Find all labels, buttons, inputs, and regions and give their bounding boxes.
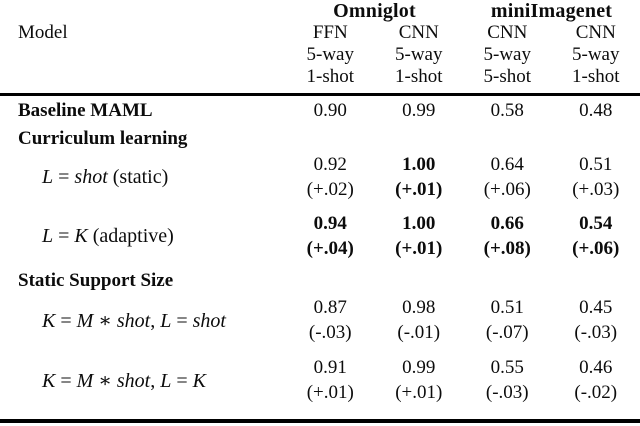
delta-value: (-.03) xyxy=(485,382,529,403)
column-header-shot: 1-shot xyxy=(306,66,355,87)
row-label: K = M ∗ shot, L = K xyxy=(42,369,206,392)
delta-value: (-.03) xyxy=(308,322,352,343)
row-label: K = M ∗ shot, L = shot xyxy=(42,309,226,332)
accuracy-value: 0.90 xyxy=(313,100,347,121)
accuracy-value: 0.66 xyxy=(490,213,524,234)
delta-value: (+.01) xyxy=(306,382,354,403)
column-header-arch: FFN xyxy=(312,22,348,43)
bottom-rule xyxy=(0,419,640,423)
metric-cell: 0.91 (+.01) xyxy=(286,355,375,405)
delta-value: (+.02) xyxy=(306,179,354,200)
table-row-curriculum-learning: Curriculum learning xyxy=(0,126,640,151)
metric-cell: 1.00 (+.01) xyxy=(375,211,464,261)
table-row-baseline-maml: Baseline MAML 0.90 0.99 0.58 0.48 xyxy=(0,96,640,126)
accuracy-value: 0.51 xyxy=(490,297,524,318)
delta-value: (+.06) xyxy=(572,238,620,259)
metric-cell: 1.00 (+.01) xyxy=(375,152,464,202)
table-row-static-support-size: Static Support Size xyxy=(0,268,640,294)
accuracy-value: 0.48 xyxy=(579,100,613,121)
metric-cell: 0.54 (+.06) xyxy=(552,211,640,261)
table-row-k-mshot-l-k: K = M ∗ shot, L = K 0.91 (+.01) 0.99 (+.… xyxy=(0,354,640,406)
header-way-row: 5-way 5-way 5-way 5-way xyxy=(0,44,640,66)
table-row-l-shot-static: L = shot (static) 0.92 (+.02) 1.00 (+.01… xyxy=(0,151,640,203)
metric-cell: 0.99 xyxy=(375,101,464,121)
row-label: Baseline MAML xyxy=(18,100,153,121)
accuracy-value: 0.64 xyxy=(490,154,524,175)
metric-cell: 0.92 (+.02) xyxy=(286,152,375,202)
accuracy-value: 1.00 xyxy=(402,154,436,175)
metric-cell: 0.55 (-.03) xyxy=(463,355,552,405)
metric-cell: 0.64 (+.06) xyxy=(463,152,552,202)
column-header-way: 5-way xyxy=(395,44,443,65)
delta-value: (+.08) xyxy=(483,238,531,259)
delta-value: (+.03) xyxy=(572,179,620,200)
metric-cell: 0.58 xyxy=(463,101,552,121)
delta-value: (+.01) xyxy=(395,179,443,200)
table-row-k-mshot-l-shot: K = M ∗ shot, L = shot 0.87 (-.03) 0.98 … xyxy=(0,294,640,346)
metric-cell: 0.87 (-.03) xyxy=(286,295,375,345)
row-label: Curriculum learning xyxy=(18,127,188,149)
accuracy-value: 0.55 xyxy=(490,357,524,378)
column-header-arch: CNN xyxy=(398,22,439,43)
accuracy-value: 0.99 xyxy=(402,357,436,378)
delta-value: (-.03) xyxy=(574,322,618,343)
accuracy-value: 0.87 xyxy=(313,297,347,318)
accuracy-value: 0.94 xyxy=(313,213,347,234)
accuracy-value: 0.92 xyxy=(313,154,347,175)
metric-cell: 0.45 (-.03) xyxy=(552,295,640,345)
metric-cell: 0.90 xyxy=(286,101,375,121)
accuracy-value: 0.91 xyxy=(313,357,347,378)
delta-value: (-.07) xyxy=(485,322,529,343)
metric-cell: 0.99 (+.01) xyxy=(375,355,464,405)
header-arch-row: Model FFN CNN CNN CNN xyxy=(0,22,640,44)
column-header-arch: CNN xyxy=(575,22,616,43)
column-header-shot: 1-shot xyxy=(572,66,620,87)
delta-value: (+.01) xyxy=(395,382,443,403)
column-header-shot: 1-shot xyxy=(395,66,443,87)
delta-value: (+.06) xyxy=(483,179,531,200)
metric-cell: 0.66 (+.08) xyxy=(463,211,552,261)
column-header-way: 5-way xyxy=(572,44,620,65)
accuracy-value: 1.00 xyxy=(402,213,436,234)
delta-value: (-.01) xyxy=(397,322,441,343)
column-header-shot: 5-shot xyxy=(483,66,532,87)
model-column-header: Model xyxy=(18,22,68,43)
accuracy-value: 0.99 xyxy=(402,100,436,121)
accuracy-value: 0.51 xyxy=(579,154,613,175)
row-label: Static Support Size xyxy=(18,270,174,291)
column-header-arch: CNN xyxy=(487,22,528,43)
row-label: L = K (adaptive) xyxy=(42,224,174,247)
header-rule xyxy=(0,93,640,96)
accuracy-value: 0.98 xyxy=(402,297,436,318)
delta-value: (-.02) xyxy=(574,382,618,403)
header-group-row: Omniglot miniImagenet xyxy=(0,0,640,22)
header-shot-row: 1-shot 1-shot 5-shot 1-shot xyxy=(0,66,640,88)
metric-cell: 0.98 (-.01) xyxy=(375,295,464,345)
metric-cell: 0.48 xyxy=(552,101,640,121)
metric-cell: 0.46 (-.02) xyxy=(552,355,640,405)
column-header-way: 5-way xyxy=(483,44,531,65)
table-row-l-k-adaptive: L = K (adaptive) 0.94 (+.04) 1.00 (+.01)… xyxy=(0,210,640,262)
delta-value: (+.01) xyxy=(395,238,443,259)
delta-value: (+.04) xyxy=(306,238,354,259)
accuracy-value: 0.46 xyxy=(579,357,613,378)
accuracy-value: 0.45 xyxy=(579,297,613,318)
metric-cell: 0.51 (+.03) xyxy=(552,152,640,202)
column-group-omniglot: Omniglot xyxy=(333,0,416,22)
column-header-way: 5-way xyxy=(306,44,354,65)
row-label: L = shot (static) xyxy=(42,165,169,188)
column-group-miniimagenet: miniImagenet xyxy=(490,0,613,22)
accuracy-value: 0.54 xyxy=(579,213,613,234)
metric-cell: 0.51 (-.07) xyxy=(463,295,552,345)
accuracy-value: 0.58 xyxy=(490,100,524,121)
metric-cell: 0.94 (+.04) xyxy=(286,211,375,261)
